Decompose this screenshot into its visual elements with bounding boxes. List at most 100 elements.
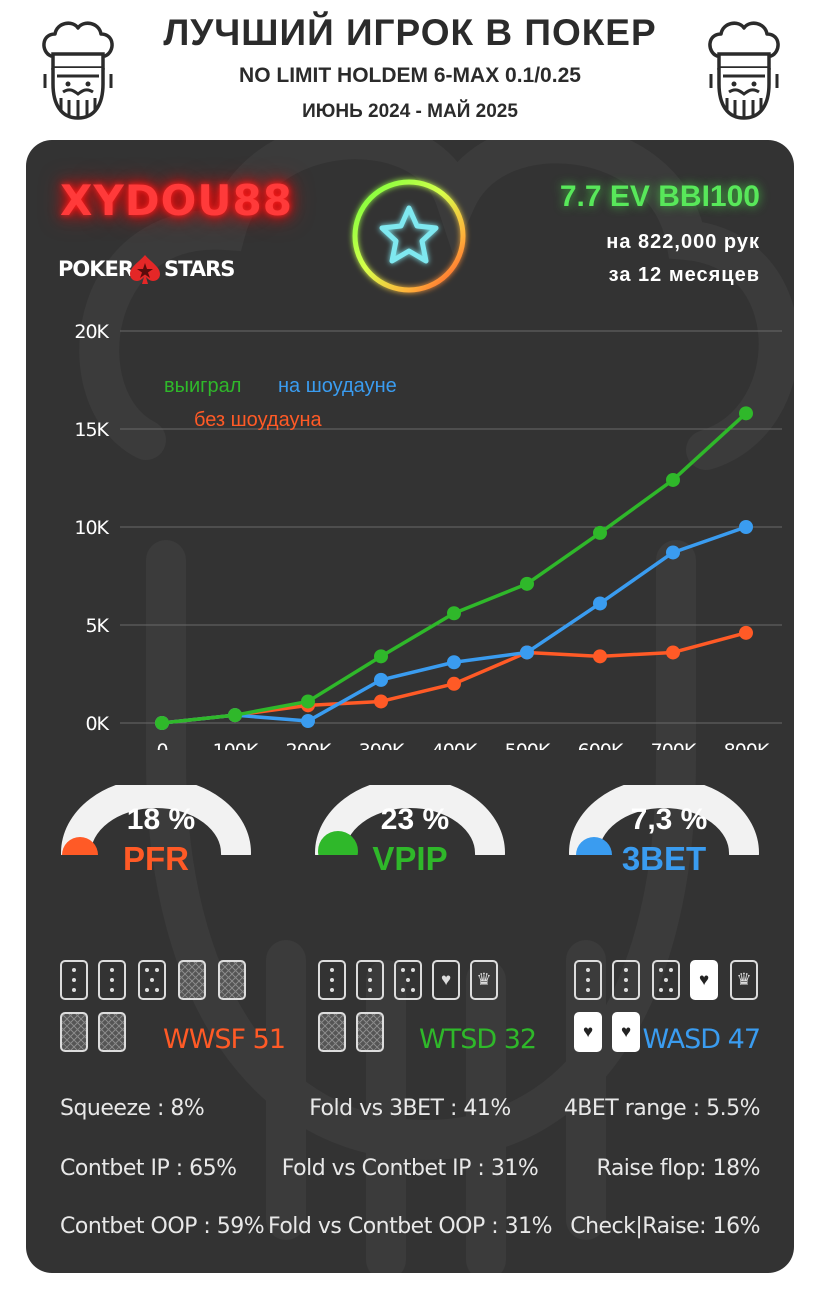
data-point bbox=[374, 694, 388, 709]
card-back-icon bbox=[60, 1012, 88, 1052]
data-point bbox=[593, 649, 607, 664]
gauge-label: PFR bbox=[123, 840, 189, 877]
pokerstars-logo-icon bbox=[130, 255, 160, 284]
period-label: ИЮНЬ 2024 - МАЙ 2025 bbox=[302, 101, 518, 122]
wwsf-stat: WWSF 51 bbox=[163, 1024, 286, 1055]
heart-card-icon: ♥ bbox=[432, 960, 460, 1000]
room-name-part1: POKER bbox=[58, 257, 134, 281]
data-point bbox=[739, 520, 753, 534]
heart-card-icon: ♥ bbox=[612, 1012, 640, 1052]
heart-card-icon: ♥ bbox=[690, 960, 718, 1000]
crown-card-icon: ♛ bbox=[730, 960, 758, 1000]
x-tick-label: 500K bbox=[505, 740, 551, 750]
y-tick-label: 5K bbox=[85, 615, 109, 637]
wasd-stat: WASD 47 bbox=[642, 1024, 761, 1055]
wtsd-stat: WTSD 32 bbox=[419, 1024, 537, 1055]
card-icon bbox=[574, 960, 602, 1000]
page-subtitle: NO LIMIT HOLDEM 6-MAX 0.1/0.25 bbox=[239, 64, 581, 87]
card-back-icon bbox=[356, 1012, 384, 1052]
card-icon bbox=[138, 960, 166, 1000]
legend-entry: выиграл bbox=[164, 375, 241, 397]
data-point bbox=[301, 714, 315, 729]
x-tick-label: 200K bbox=[286, 740, 332, 750]
card-back-icon bbox=[98, 1012, 126, 1052]
card-back-icon bbox=[218, 960, 246, 1000]
gauge-3bet: 7,3 % 3BET bbox=[564, 785, 764, 935]
months-count: за 12 месяцев bbox=[608, 264, 760, 286]
data-point bbox=[520, 645, 534, 660]
data-point bbox=[228, 708, 242, 723]
gauge-label: VPIP bbox=[372, 840, 448, 877]
data-point bbox=[593, 525, 607, 540]
star-badge-icon bbox=[352, 179, 466, 293]
gauge-arc bbox=[569, 785, 759, 855]
data-point bbox=[447, 606, 461, 621]
stat-contbet-oop: Contbet OOP : 59% bbox=[60, 1214, 265, 1239]
x-tick-label: 0 bbox=[156, 740, 167, 750]
heart-card-icon: ♥ bbox=[574, 1012, 602, 1052]
stat-contbet-ip: Contbet IP : 65% bbox=[60, 1156, 237, 1181]
card-icon bbox=[356, 960, 384, 1000]
card-icon bbox=[60, 960, 88, 1000]
card-back-icon bbox=[178, 960, 206, 1000]
y-tick-label: 10K bbox=[74, 517, 109, 539]
data-point bbox=[739, 625, 753, 640]
gauge-value: 18 % bbox=[126, 803, 196, 836]
gauge-label: 3BET bbox=[621, 840, 707, 877]
data-point bbox=[520, 576, 534, 591]
stat-raise-flop: Raise flop: 18% bbox=[596, 1156, 761, 1181]
page-title: ЛУЧШИЙ ИГРОК В ПОКЕР bbox=[163, 12, 657, 53]
series-line bbox=[161, 412, 748, 725]
gauge-vpip: 23 % VPIP bbox=[310, 785, 510, 935]
player-nickname: XYDOU88 bbox=[60, 176, 293, 225]
data-point bbox=[447, 676, 461, 691]
x-tick-label: 600K bbox=[578, 740, 624, 750]
x-tick-label: 800K bbox=[724, 740, 770, 750]
y-tick-label: 0K bbox=[85, 713, 109, 735]
x-tick-label: 100K bbox=[213, 740, 259, 750]
chef-watermark bbox=[79, 140, 794, 1273]
stat-squeeze: Squeeze : 8% bbox=[60, 1096, 205, 1121]
data-point bbox=[593, 596, 607, 611]
stats-card: XYDOU88 POKER STARS 7.7 EV BBI100 на 822… bbox=[26, 140, 794, 1273]
stat-fold-vs-contbet-oop: Fold vs Contbet OOP : 31% bbox=[267, 1214, 553, 1239]
data-point bbox=[155, 716, 169, 730]
x-tick-label: 400K bbox=[432, 740, 478, 750]
chef-icon bbox=[42, 21, 114, 120]
chef-icon bbox=[708, 21, 780, 120]
stat-fold-vs-contbet-ip: Fold vs Contbet IP : 31% bbox=[281, 1156, 539, 1181]
stat-fold-vs-3bet: Fold vs 3BET : 41% bbox=[309, 1096, 511, 1121]
y-tick-label: 20K bbox=[74, 321, 109, 343]
y-tick-label: 15K bbox=[74, 419, 109, 441]
data-point bbox=[666, 545, 680, 560]
data-point bbox=[447, 655, 461, 670]
data-point bbox=[374, 672, 388, 687]
gauge-arc bbox=[315, 785, 505, 855]
card-icon bbox=[652, 960, 680, 1000]
crown-card-icon: ♛ bbox=[470, 960, 498, 1000]
winnings-chart: 0K 5K 10K 15K 20K 0 100K 200K 300K 400K 500K 600K 70… bbox=[74, 321, 782, 750]
gauge-arc bbox=[61, 785, 251, 855]
legend-entry: на шоудауне bbox=[278, 375, 397, 397]
x-tick-label: 700K bbox=[651, 740, 697, 750]
legend-entry: без шоудауна bbox=[194, 409, 323, 431]
data-point bbox=[301, 694, 315, 709]
gauge-pfr: 18 % PFR bbox=[56, 785, 256, 935]
stat-4bet-range: 4BET range : 5.5% bbox=[563, 1096, 761, 1121]
data-point bbox=[666, 645, 680, 660]
card-back-icon bbox=[318, 1012, 346, 1052]
card-icon bbox=[98, 960, 126, 1000]
hands-count: на 822,000 рук bbox=[606, 231, 760, 253]
gauge-value: 7,3 % bbox=[630, 803, 708, 836]
card-icon bbox=[394, 960, 422, 1000]
data-point bbox=[374, 649, 388, 664]
room-name-part2: STARS bbox=[164, 257, 235, 281]
x-tick-label: 300K bbox=[359, 740, 405, 750]
card-icon bbox=[318, 960, 346, 1000]
data-point bbox=[666, 472, 680, 487]
data-point bbox=[739, 406, 753, 421]
card-icon bbox=[612, 960, 640, 1000]
gauge-value: 23 % bbox=[380, 803, 450, 836]
page-header: ЛУЧШИЙ ИГРОК В ПОКЕР NO LIMIT HOLDEM 6-M… bbox=[0, 0, 820, 135]
stat-check-raise: Check|Raise: 16% bbox=[570, 1214, 760, 1239]
